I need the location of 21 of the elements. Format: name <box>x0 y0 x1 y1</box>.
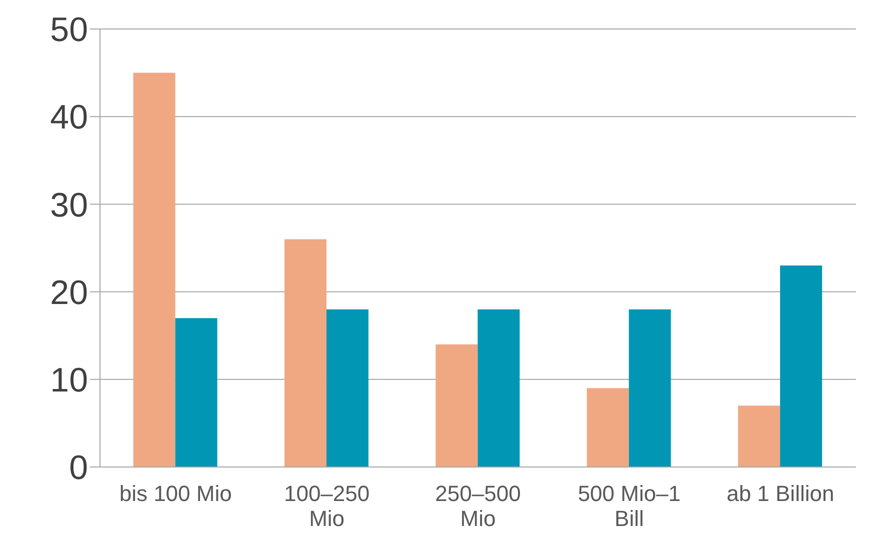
y-tick-label: 50 <box>50 11 88 50</box>
y-tick-label: 20 <box>50 274 88 312</box>
bar <box>284 239 326 467</box>
bar <box>738 406 780 467</box>
bar <box>478 309 520 467</box>
y-tick-label: 10 <box>50 361 88 400</box>
y-tick-label: 40 <box>50 98 88 137</box>
bar <box>780 266 822 467</box>
bar <box>628 309 671 467</box>
bar <box>175 318 218 467</box>
x-tick-label: 100–250 Mio <box>284 480 370 532</box>
x-tick-label: 250–500 Mio <box>435 480 521 532</box>
bar <box>326 309 368 467</box>
x-tick-label: ab 1 Billion <box>726 480 834 506</box>
bar <box>436 344 478 467</box>
y-tick-label: 30 <box>50 186 88 224</box>
bar <box>133 72 176 467</box>
bar <box>586 388 629 467</box>
x-tick-label: bis 100 Mio <box>119 480 232 506</box>
y-tick-label: 0 <box>69 449 88 488</box>
x-tick-label: 500 Mio–1 Bill <box>578 480 681 532</box>
